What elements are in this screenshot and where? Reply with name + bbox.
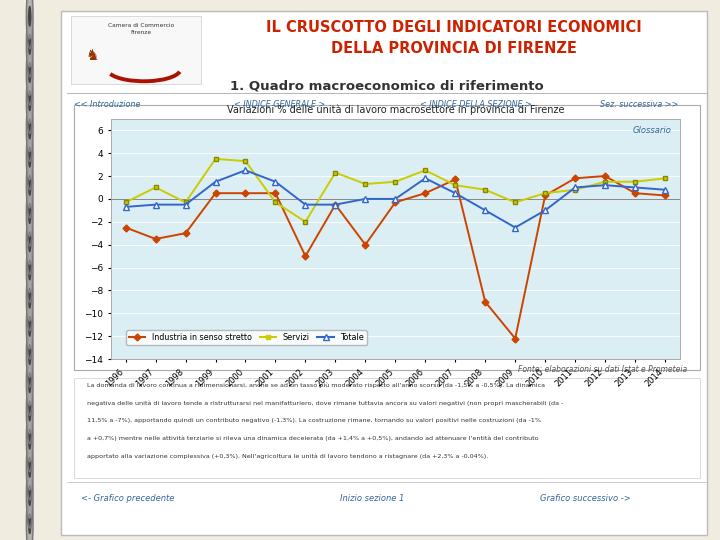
Text: Firenze: Firenze bbox=[130, 30, 151, 35]
Circle shape bbox=[27, 473, 32, 518]
Text: ♞: ♞ bbox=[86, 48, 99, 63]
Circle shape bbox=[29, 373, 31, 393]
Text: 1. Quadro macroeconomico di riferimento: 1. Quadro macroeconomico di riferimento bbox=[230, 80, 544, 93]
Text: negativa delle unità di lavoro tende a ristrutturarsi nel manifatturiero, dove r: negativa delle unità di lavoro tende a r… bbox=[87, 400, 564, 406]
Circle shape bbox=[29, 176, 31, 195]
Circle shape bbox=[29, 345, 31, 364]
Circle shape bbox=[29, 91, 31, 111]
Circle shape bbox=[29, 147, 31, 167]
FancyBboxPatch shape bbox=[60, 11, 706, 535]
Text: Inizio sezione 1: Inizio sezione 1 bbox=[341, 494, 405, 503]
Circle shape bbox=[29, 119, 31, 139]
Circle shape bbox=[27, 0, 32, 39]
Circle shape bbox=[29, 232, 31, 252]
Circle shape bbox=[27, 22, 32, 67]
Text: IL CRUSCOTTO DEGLI INDICATORI ECONOMICI
DELLA PROVINCIA DI FIRENZE: IL CRUSCOTTO DEGLI INDICATORI ECONOMICI … bbox=[266, 20, 642, 56]
Text: La domanda di lavoro continua a ridimensionarsi, anche se ad un tasso più modera: La domanda di lavoro continua a ridimens… bbox=[87, 382, 545, 388]
Circle shape bbox=[29, 6, 31, 26]
Circle shape bbox=[29, 514, 31, 534]
Text: a +0,7%) mentre nelle attività terziarie si rileva una dinamica decelerata (da +: a +0,7%) mentre nelle attività terziarie… bbox=[87, 436, 539, 441]
Circle shape bbox=[27, 163, 32, 208]
Circle shape bbox=[29, 486, 31, 505]
Text: Fonte: elaborazioni su dati Istat e Prometeia: Fonte: elaborazioni su dati Istat e Prom… bbox=[518, 364, 687, 374]
Circle shape bbox=[27, 275, 32, 321]
Circle shape bbox=[29, 63, 31, 82]
Text: Camera di Commercio: Camera di Commercio bbox=[107, 23, 174, 28]
Circle shape bbox=[29, 288, 31, 308]
Legend: Industria in senso stretto, Servizi, Totale: Industria in senso stretto, Servizi, Tot… bbox=[126, 330, 367, 346]
Text: 11,5% a -7%), apportando quindi un contributo negativo (-1,3%). La costruzione r: 11,5% a -7%), apportando quindi un contr… bbox=[87, 418, 541, 423]
Circle shape bbox=[29, 204, 31, 224]
Circle shape bbox=[27, 501, 32, 540]
Circle shape bbox=[27, 303, 32, 349]
Circle shape bbox=[27, 360, 32, 406]
Circle shape bbox=[27, 106, 32, 152]
FancyBboxPatch shape bbox=[71, 16, 200, 84]
Circle shape bbox=[29, 401, 31, 421]
Text: < INDICE GENERALE >: < INDICE GENERALE > bbox=[234, 100, 325, 109]
FancyBboxPatch shape bbox=[74, 378, 700, 478]
Circle shape bbox=[29, 316, 31, 336]
Title: Variazioni % delle unità di lavoro macrosettore in provincia di Firenze: Variazioni % delle unità di lavoro macro… bbox=[227, 105, 564, 115]
FancyBboxPatch shape bbox=[74, 105, 700, 370]
Text: apportato alla variazione complessiva (+0,3%). Nell'agricoltura le unità di lavo: apportato alla variazione complessiva (+… bbox=[87, 454, 489, 459]
Circle shape bbox=[29, 260, 31, 280]
Circle shape bbox=[29, 429, 31, 449]
Text: Sez. successiva >>: Sez. successiva >> bbox=[600, 100, 678, 109]
Circle shape bbox=[27, 416, 32, 462]
Circle shape bbox=[27, 445, 32, 490]
Circle shape bbox=[27, 191, 32, 237]
Circle shape bbox=[29, 458, 31, 477]
Text: << Introduzione: << Introduzione bbox=[74, 100, 140, 109]
Circle shape bbox=[29, 35, 31, 54]
Circle shape bbox=[27, 247, 32, 293]
Text: < INDICE DELLA SEZIONE >: < INDICE DELLA SEZIONE > bbox=[420, 100, 532, 109]
Circle shape bbox=[27, 388, 32, 434]
Circle shape bbox=[27, 134, 32, 180]
Circle shape bbox=[27, 50, 32, 95]
Text: Grafico successivo ->: Grafico successivo -> bbox=[540, 494, 631, 503]
Circle shape bbox=[27, 219, 32, 265]
Circle shape bbox=[27, 332, 32, 377]
Circle shape bbox=[27, 78, 32, 124]
Text: <- Grafico precedente: <- Grafico precedente bbox=[81, 494, 174, 503]
Text: Glossario: Glossario bbox=[633, 126, 672, 135]
